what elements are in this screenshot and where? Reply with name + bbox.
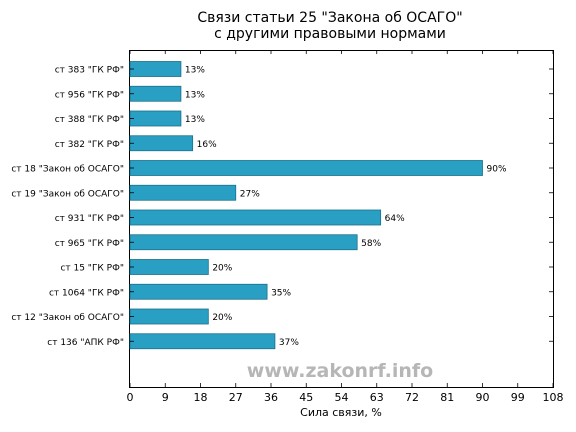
x-axis-label: Сила связи, % bbox=[300, 406, 382, 419]
chart-subtitle: с другими правовыми нормами bbox=[214, 26, 446, 42]
x-tick-label: 81 bbox=[440, 391, 454, 404]
x-tick-label: 9 bbox=[162, 391, 169, 404]
bar-value-label: 64% bbox=[385, 214, 405, 224]
bar bbox=[129, 259, 209, 275]
bar bbox=[129, 184, 237, 201]
bar bbox=[129, 160, 483, 176]
category-label: ст 136 "АПК РФ" bbox=[47, 338, 124, 348]
x-tick-label: 108 bbox=[543, 391, 564, 404]
x-tick-label: 90 bbox=[476, 391, 490, 404]
chart-title: Связи статьи 25 "Закона об ОСАГО" bbox=[197, 10, 462, 26]
category-label: ст 931 "ГК РФ" bbox=[55, 214, 124, 224]
bar bbox=[129, 135, 194, 152]
bar-value-label: 58% bbox=[361, 239, 381, 249]
x-tick-label: 27 bbox=[229, 391, 243, 404]
category-label: ст 1064 "ГК РФ" bbox=[49, 288, 124, 298]
bar-value-label: 27% bbox=[240, 189, 260, 199]
bar bbox=[129, 308, 209, 325]
category-label: ст 12 "Закон об ОСАГО" bbox=[11, 313, 124, 323]
x-tick-label: 45 bbox=[299, 391, 313, 404]
bar-value-label: 13% bbox=[185, 115, 205, 125]
x-tick-label: 72 bbox=[405, 391, 419, 404]
category-label: ст 965 "ГК РФ" bbox=[55, 239, 124, 249]
bar bbox=[129, 61, 182, 77]
x-tick-label: 36 bbox=[264, 391, 278, 404]
x-tick-label: 63 bbox=[370, 391, 384, 404]
category-label: ст 15 "ГК РФ" bbox=[60, 264, 124, 274]
bar-value-label: 35% bbox=[271, 288, 291, 298]
category-label: ст 956 "ГК РФ" bbox=[55, 90, 124, 100]
category-label: ст 382 "ГК РФ" bbox=[55, 140, 124, 150]
bar-value-label: 90% bbox=[487, 165, 507, 175]
bar bbox=[129, 283, 268, 300]
watermark: www.zakonrf.info bbox=[247, 360, 433, 382]
bar bbox=[129, 234, 358, 251]
category-label: ст 383 "ГК РФ" bbox=[55, 66, 124, 76]
bar-value-label: 13% bbox=[185, 66, 205, 76]
category-label: ст 19 "Закон об ОСАГО" bbox=[11, 189, 124, 199]
bar-value-label: 16% bbox=[197, 140, 217, 150]
x-tick-label: 18 bbox=[194, 391, 208, 404]
bar bbox=[129, 209, 382, 226]
x-tick-label: 99 bbox=[511, 391, 525, 404]
category-label: ст 388 "ГК РФ" bbox=[55, 115, 124, 125]
bar-value-label: 20% bbox=[212, 264, 232, 274]
x-tick-label: 0 bbox=[127, 391, 134, 404]
bar-value-label: 13% bbox=[185, 90, 205, 100]
category-label: ст 18 "Закон об ОСАГО" bbox=[11, 165, 124, 175]
bar bbox=[129, 333, 276, 350]
bar bbox=[129, 110, 182, 127]
bar-value-label: 37% bbox=[279, 338, 299, 348]
x-tick-label: 54 bbox=[335, 391, 349, 404]
bar bbox=[129, 85, 182, 102]
bar-value-label: 20% bbox=[212, 313, 232, 323]
